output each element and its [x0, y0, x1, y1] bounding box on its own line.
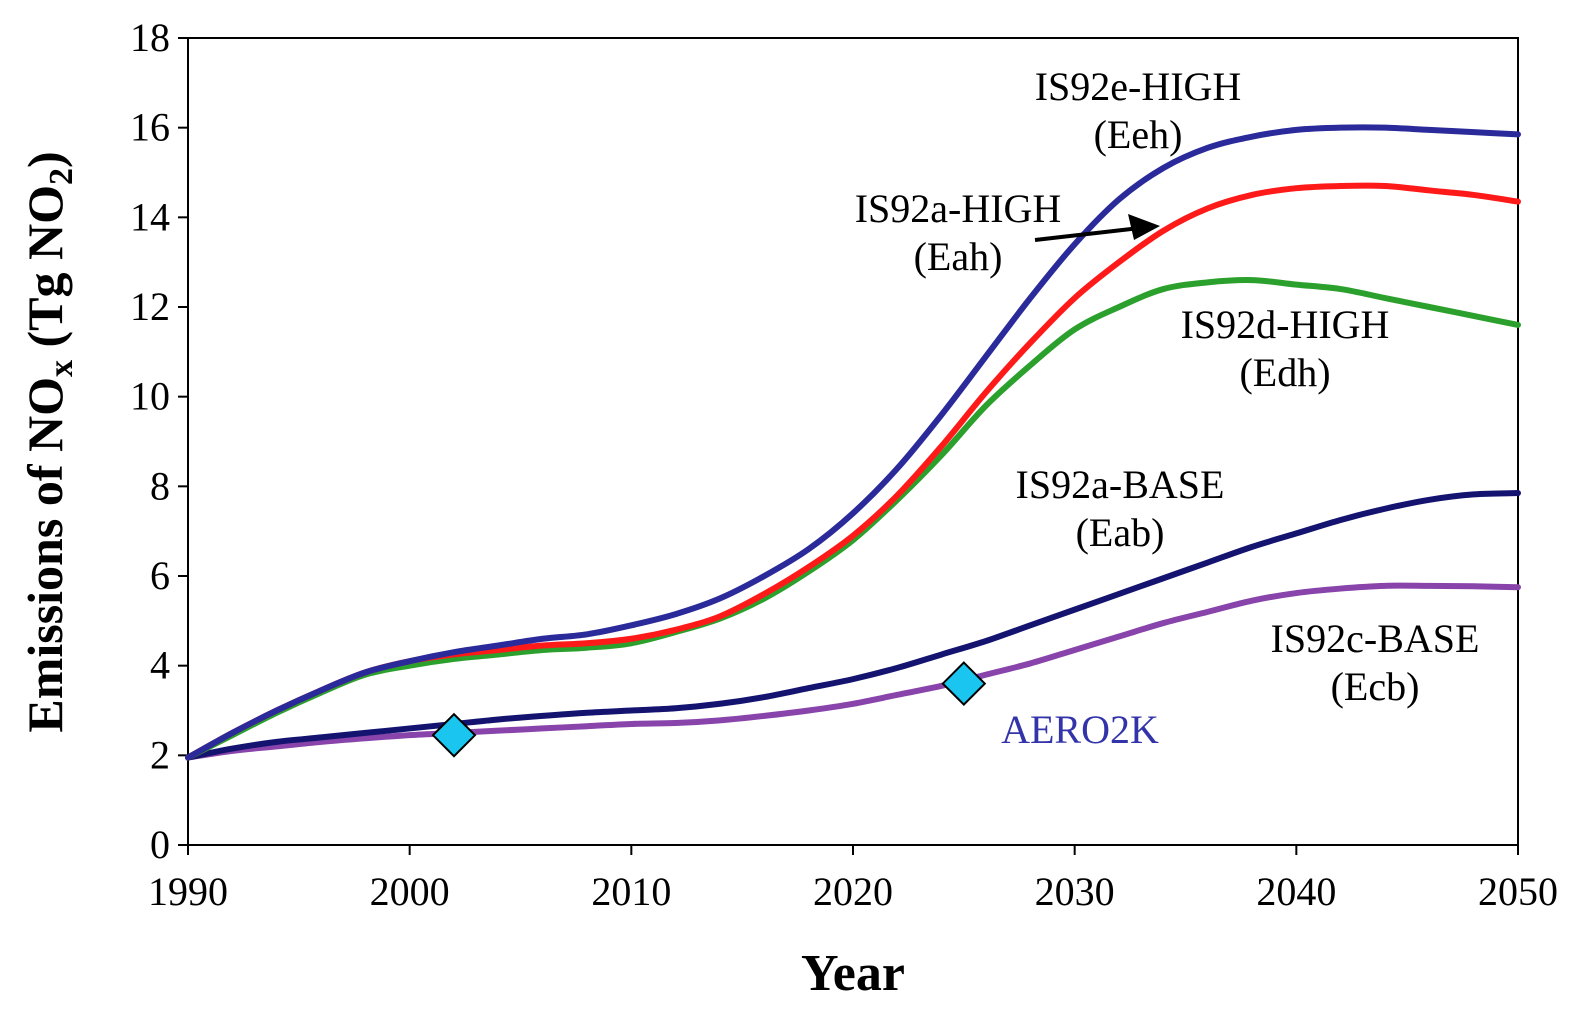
aero2k-marker	[431, 712, 477, 758]
label-is92c-base-line2: (Ecb)	[1331, 664, 1420, 709]
label-is92e-high-line2: (Eeh)	[1094, 112, 1183, 157]
series-labels: IS92e-HIGH(Eeh) IS92a-HIGH(Eah) IS92d-HIGH…	[855, 64, 1480, 752]
aero2k-markers	[431, 661, 987, 758]
label-is92d-high-line2: (Edh)	[1239, 350, 1330, 395]
x-tick-label: 2020	[813, 869, 893, 914]
label-is92a-base-line1: IS92a-BASE	[1016, 462, 1225, 507]
y-axis-title-mid: (Tg NO	[17, 185, 73, 360]
series-lines	[185, 124, 1521, 761]
label-is92a-high-line1: IS92a-HIGH	[855, 186, 1062, 231]
y-tick-label: 18	[130, 15, 170, 60]
aero2k-marker	[941, 661, 987, 707]
y-axis-ticks: 0 2 4 6 8 10 12 14 16 18	[130, 15, 188, 867]
x-tick-label: 1990	[148, 869, 228, 914]
label-is92e-high-line1: IS92e-HIGH	[1035, 64, 1242, 109]
annotation-arrow	[1034, 214, 1160, 242]
x-tick-label: 2050	[1478, 869, 1558, 914]
series-line-is92c-base	[185, 582, 1521, 761]
label-is92a-high-line2: (Eah)	[914, 234, 1003, 279]
x-tick-label: 2030	[1035, 869, 1115, 914]
y-tick-label: 2	[150, 732, 170, 777]
y-axis-title-sub1: x	[43, 360, 80, 377]
y-axis-title-sub2: 2	[43, 168, 80, 185]
y-tick-label: 4	[150, 643, 170, 688]
label-is92c-base-line1: IS92c-BASE	[1271, 616, 1480, 661]
y-axis-title: Emissions of NOx (Tg NO2)	[17, 151, 80, 732]
y-axis-title-end: )	[17, 151, 73, 168]
label-is92a-base-line2: (Eab)	[1076, 510, 1165, 555]
series-line-is92e-high	[185, 124, 1521, 761]
series-line-is92a-base	[185, 490, 1521, 761]
y-axis-title-main: Emissions of NO	[17, 377, 73, 733]
y-tick-label: 6	[150, 553, 170, 598]
x-tick-label: 2000	[370, 869, 450, 914]
aero2k-label: AERO2K	[1001, 707, 1159, 752]
y-tick-label: 14	[130, 194, 170, 239]
series-line-is92d-high	[185, 277, 1521, 761]
x-tick-label: 2010	[591, 869, 671, 914]
y-tick-label: 10	[130, 374, 170, 419]
x-tick-label: 2040	[1256, 869, 1336, 914]
label-is92d-high-line1: IS92d-HIGH	[1181, 302, 1390, 347]
plot-area	[187, 37, 1519, 846]
y-tick-label: 0	[150, 822, 170, 867]
x-axis-title: Year	[801, 945, 905, 1002]
y-tick-label: 16	[130, 105, 170, 150]
y-tick-label: 12	[130, 284, 170, 329]
y-tick-label: 8	[150, 463, 170, 508]
x-axis-ticks: 1990 2000 2010 2020 2030 2040 2050	[148, 845, 1558, 914]
